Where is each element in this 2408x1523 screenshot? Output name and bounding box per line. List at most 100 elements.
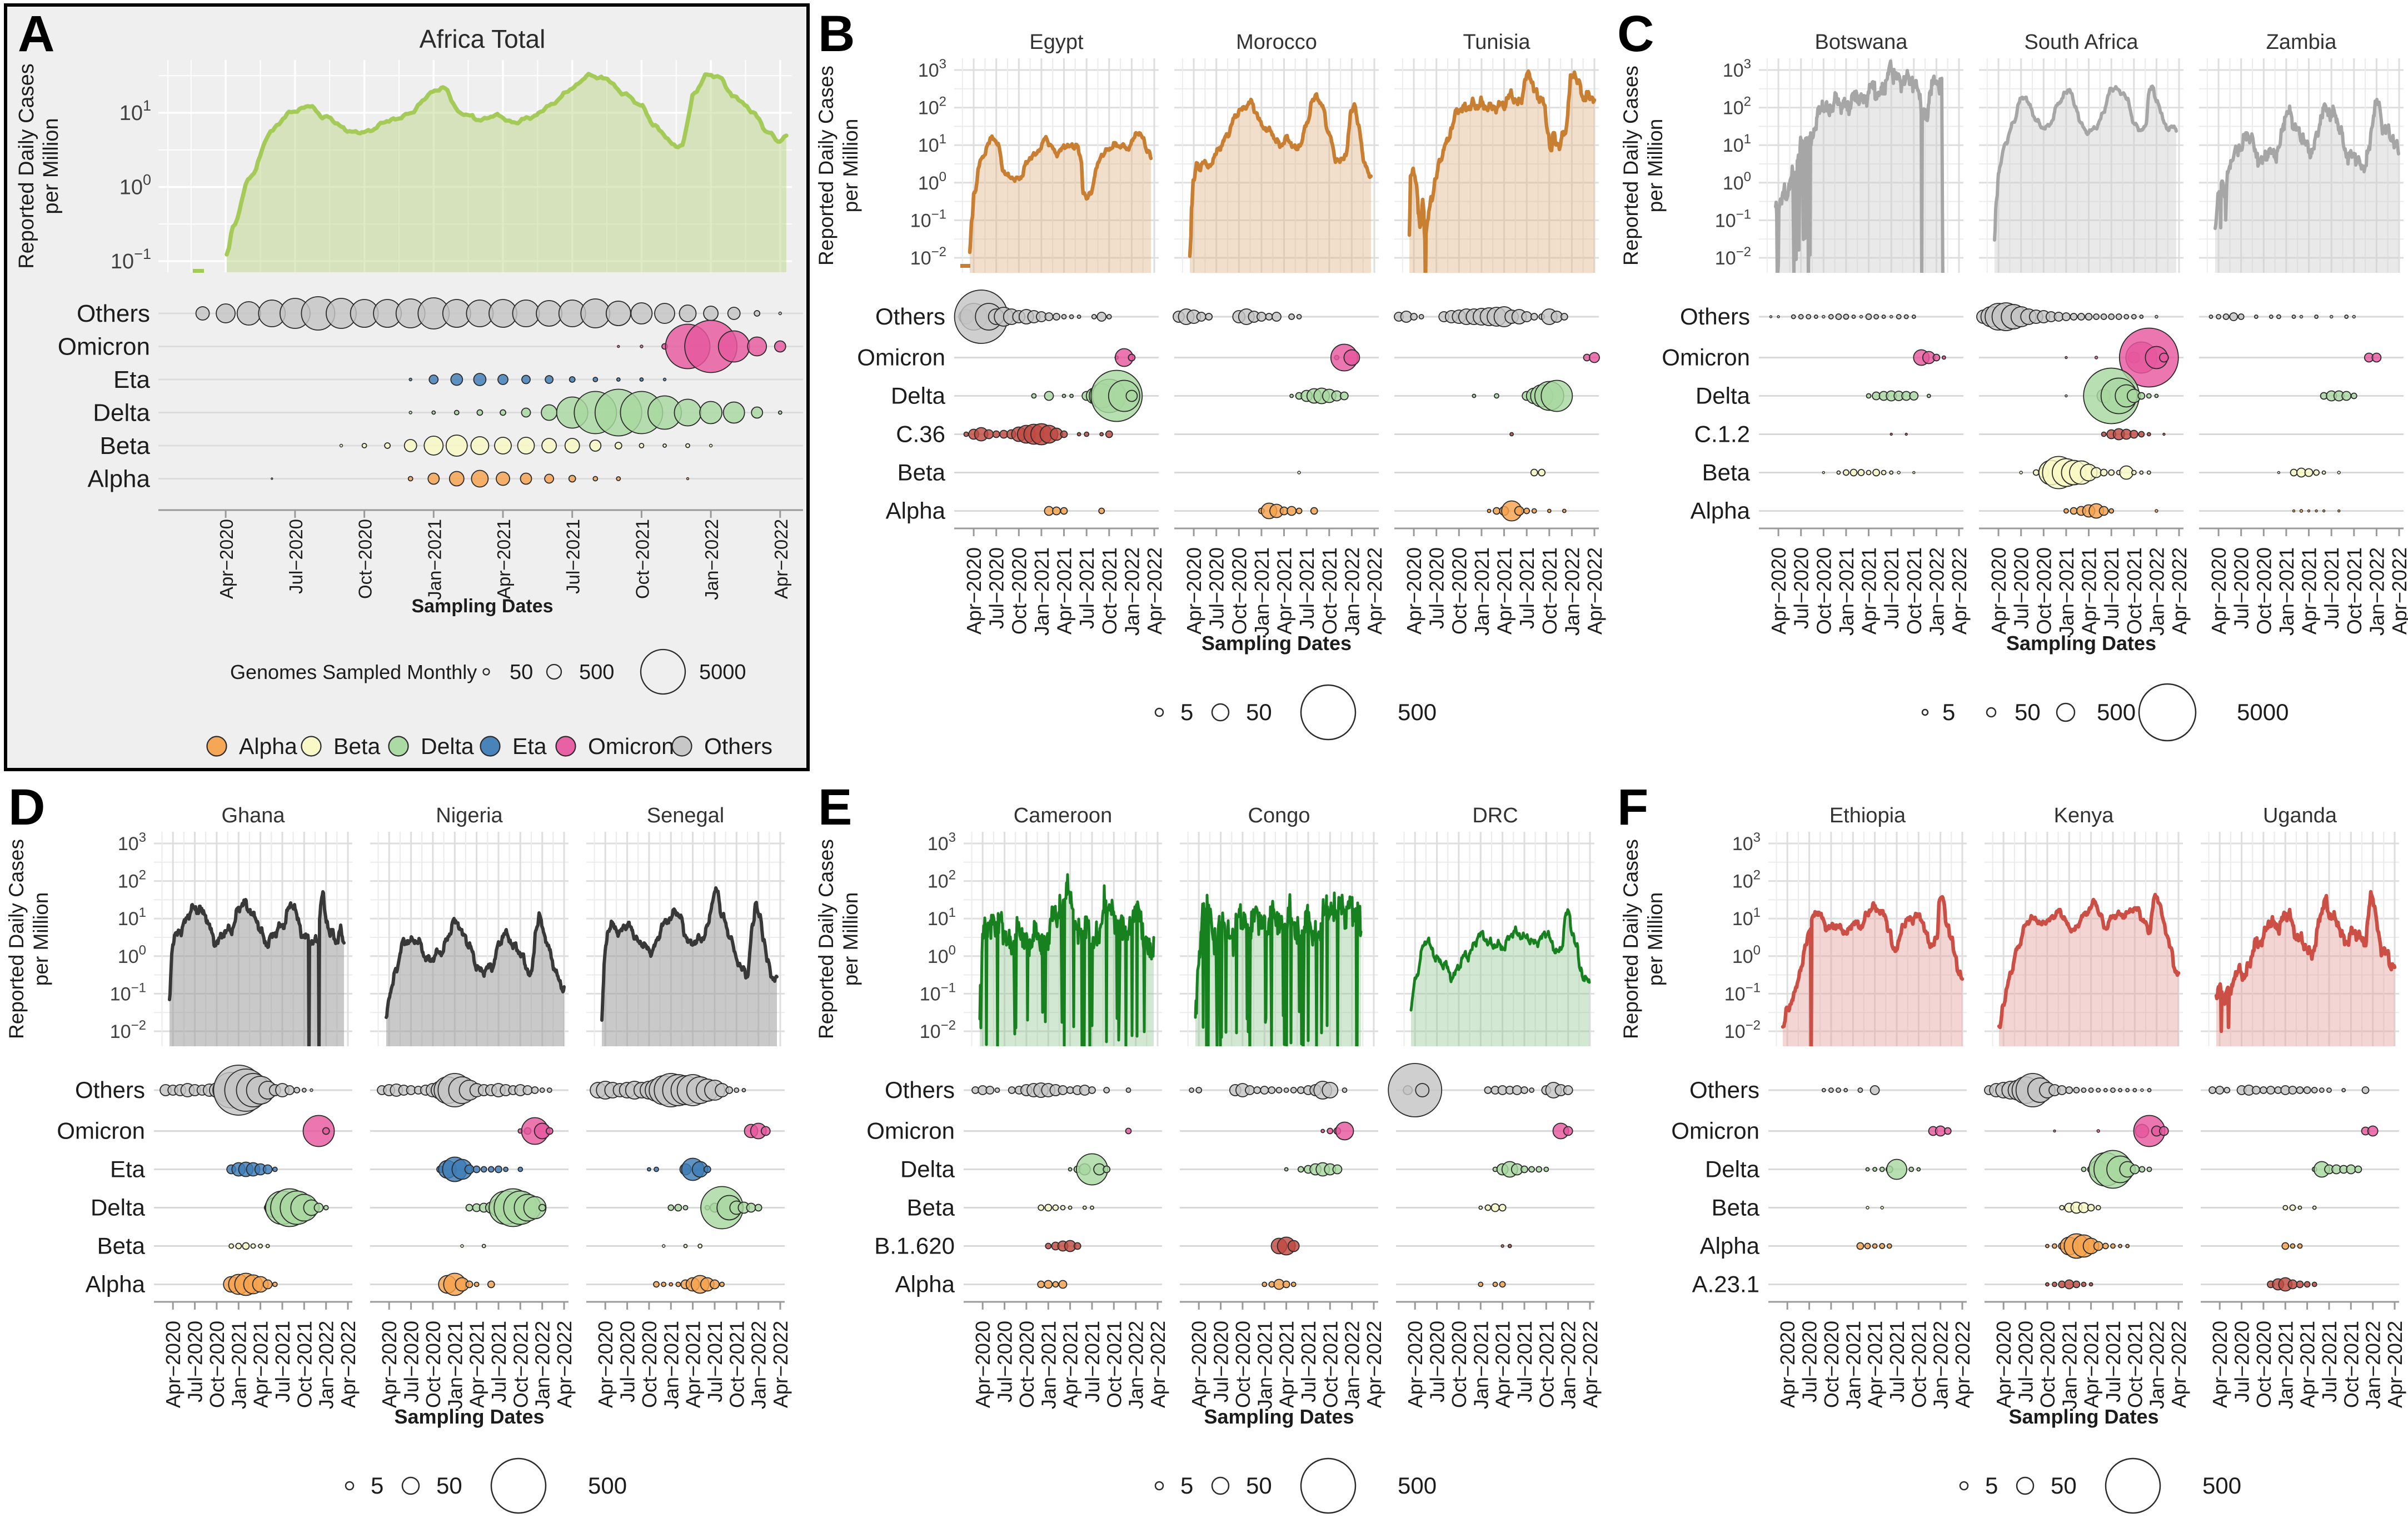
svg-text:Oct−2020: Oct−2020 [2252, 1321, 2275, 1408]
svg-text:Jan−2022: Jan−2022 [2365, 547, 2388, 636]
svg-text:101: 101 [928, 905, 956, 930]
svg-text:Apr−2021: Apr−2021 [2296, 1321, 2319, 1408]
svg-text:Sampling Dates: Sampling Dates [2008, 1405, 2158, 1428]
svg-text:Reported Daily Cases: Reported Daily Cases [815, 66, 837, 266]
svg-text:103: 103 [918, 57, 946, 81]
svg-text:Apr−2020: Apr−2020 [2207, 547, 2230, 635]
svg-text:Jan−2022: Jan−2022 [1557, 1321, 1580, 1409]
svg-text:Alpha: Alpha [1700, 1233, 1760, 1259]
svg-text:Omicron: Omicron [1662, 344, 1750, 371]
svg-text:Sampling Dates: Sampling Dates [394, 1405, 544, 1428]
svg-text:Apr−2020: Apr−2020 [2208, 1321, 2231, 1408]
svg-text:Oct−2021: Oct−2021 [1903, 547, 1926, 635]
svg-text:Oct−2020: Oct−2020 [1008, 547, 1030, 635]
svg-text:Jul−2021: Jul−2021 [1880, 547, 1903, 629]
svg-text:Jul−2020: Jul−2020 [2231, 1321, 2254, 1402]
svg-text:Others: Others [1680, 303, 1750, 329]
svg-text:Oct−2020: Oct−2020 [1820, 1321, 1843, 1408]
svg-text:Apr−2022: Apr−2022 [553, 1321, 576, 1408]
svg-text:Apr−2022: Apr−2022 [2167, 1321, 2190, 1408]
svg-text:Jan−2021: Jan−2021 [443, 1321, 466, 1409]
svg-text:Sampling Dates: Sampling Dates [2006, 632, 2156, 655]
svg-text:Reported Daily Cases: Reported Daily Cases [815, 839, 837, 1039]
svg-text:Jan−2021: Jan−2021 [2274, 1321, 2297, 1409]
svg-text:Oct−2020: Oct−2020 [1232, 1321, 1254, 1408]
svg-text:Apr−2022: Apr−2022 [1143, 547, 1166, 635]
svg-text:Apr−2022: Apr−2022 [1583, 547, 1606, 635]
svg-text:Oct−2021: Oct−2021 [1318, 547, 1341, 635]
svg-text:Oct−2021: Oct−2021 [509, 1321, 532, 1408]
svg-text:Jul−2021: Jul−2021 [704, 1321, 726, 1402]
svg-text:Beta: Beta [1702, 460, 1751, 486]
svg-text:Jan−2021: Jan−2021 [1037, 1321, 1060, 1409]
svg-text:Reported Daily Cases: Reported Daily Cases [1619, 839, 1642, 1039]
svg-text:Beta: Beta [1712, 1195, 1760, 1221]
svg-text:Jul−2021: Jul−2021 [1513, 1321, 1536, 1402]
svg-text:5: 5 [371, 1472, 383, 1499]
svg-text:Sampling Dates: Sampling Dates [411, 596, 553, 617]
svg-text:Oct−2020: Oct−2020 [206, 1321, 228, 1408]
svg-text:Jan−2022: Jan−2022 [747, 1321, 770, 1409]
svg-text:per Million: per Million [839, 892, 862, 986]
svg-text:Beta: Beta [333, 733, 381, 759]
svg-text:Apr−2022: Apr−2022 [769, 1321, 792, 1408]
svg-text:Apr−2020: Apr−2020 [1776, 1321, 1799, 1408]
svg-text:Jul−2020: Jul−2020 [616, 1321, 639, 1402]
svg-text:Jan−2022: Jan−2022 [531, 1321, 554, 1409]
svg-text:Apr−2021: Apr−2021 [2080, 1321, 2103, 1408]
svg-text:Senegal: Senegal [647, 804, 724, 827]
svg-text:Eta: Eta [512, 733, 547, 759]
svg-text:Apr−2021: Apr−2021 [1273, 547, 1296, 635]
svg-text:Apr−2022: Apr−2022 [1948, 547, 1971, 635]
svg-text:Oct−2021: Oct−2021 [1319, 1321, 1342, 1408]
svg-text:Jul−2020: Jul−2020 [2010, 547, 2033, 629]
svg-text:Oct−2021: Oct−2021 [1103, 1321, 1125, 1408]
svg-text:Apr−2021: Apr−2021 [1858, 547, 1881, 635]
svg-text:Delta: Delta [900, 1156, 955, 1182]
svg-text:5: 5 [1180, 699, 1193, 725]
svg-text:50: 50 [436, 1472, 462, 1499]
svg-text:C.36: C.36 [896, 421, 945, 447]
svg-text:C: C [1617, 6, 1654, 62]
svg-text:Apr−2022: Apr−2022 [2168, 547, 2191, 635]
svg-text:Jan−2021: Jan−2021 [1470, 547, 1493, 636]
svg-text:Jul−2021: Jul−2021 [2318, 1321, 2341, 1402]
svg-text:500: 500 [1398, 1472, 1437, 1499]
svg-text:Jan−2021: Jan−2021 [1030, 547, 1053, 636]
svg-text:per Million: per Million [1644, 892, 1667, 986]
svg-text:500: 500 [1398, 699, 1437, 725]
svg-text:Jul−2021: Jul−2021 [1297, 1321, 1320, 1402]
svg-text:Oct−2020: Oct−2020 [2252, 547, 2275, 635]
svg-text:Apr−2021: Apr−2021 [1864, 1321, 1887, 1408]
svg-text:100: 100 [928, 943, 956, 967]
svg-text:50: 50 [1246, 1472, 1272, 1499]
svg-text:Jan−2022: Jan−2022 [1120, 547, 1143, 636]
svg-text:Genomes Sampled Monthly: Genomes Sampled Monthly [230, 661, 477, 683]
svg-text:Ghana: Ghana [221, 804, 285, 827]
svg-text:Alpha: Alpha [895, 1271, 955, 1297]
svg-text:Jan−2022: Jan−2022 [1125, 1321, 1148, 1409]
svg-text:Eta: Eta [110, 1156, 146, 1182]
svg-text:5: 5 [1942, 699, 1955, 725]
svg-text:102: 102 [118, 868, 146, 892]
svg-text:A.23.1: A.23.1 [1692, 1271, 1759, 1297]
svg-text:F: F [1617, 779, 1648, 836]
svg-text:Apr−2021: Apr−2021 [493, 519, 514, 599]
svg-text:10−1: 10−1 [1715, 207, 1751, 231]
svg-text:Reported Daily Cases: Reported Daily Cases [5, 839, 28, 1039]
svg-text:Apr−2020: Apr−2020 [1404, 1321, 1427, 1408]
svg-text:Apr−2022: Apr−2022 [1951, 1321, 1974, 1408]
svg-text:Omicron: Omicron [588, 733, 674, 759]
svg-text:Jul−2020: Jul−2020 [2015, 1321, 2037, 1402]
svg-text:Apr−2020: Apr−2020 [963, 547, 985, 635]
svg-text:500: 500 [2097, 699, 2136, 725]
svg-text:Africa Total: Africa Total [420, 24, 546, 53]
svg-text:Jul−2021: Jul−2021 [2102, 1321, 2125, 1402]
svg-text:Oct−2020: Oct−2020 [1448, 1321, 1470, 1408]
svg-text:Jul−2020: Jul−2020 [184, 1321, 207, 1402]
svg-text:Apr−2020: Apr−2020 [1767, 547, 1790, 635]
svg-text:per Million: per Million [1644, 119, 1667, 213]
svg-text:Others: Others [885, 1077, 955, 1103]
svg-text:Jul−2021: Jul−2021 [1295, 547, 1318, 629]
svg-text:Delta: Delta [93, 400, 150, 427]
